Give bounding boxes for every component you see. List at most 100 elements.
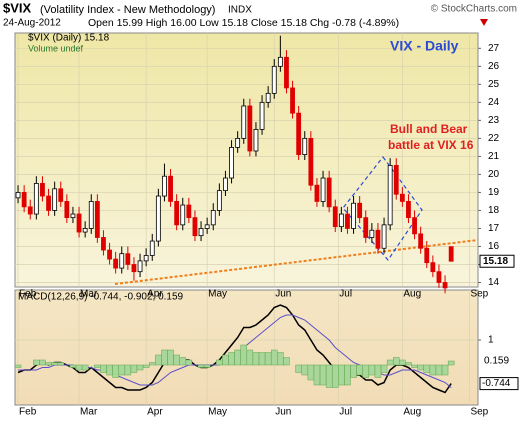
candle-body <box>76 213 82 233</box>
histogram-bar <box>45 362 52 366</box>
candle-body <box>216 190 222 211</box>
histogram-bar <box>252 352 260 366</box>
down-arrow <box>480 19 488 26</box>
x-tick-label: Apr <box>147 289 163 300</box>
histogram-bar <box>313 364 321 386</box>
diamond-pattern <box>342 156 423 261</box>
candle-body <box>101 237 106 251</box>
histogram-bar <box>228 352 235 366</box>
y-tick-label: 20 <box>488 169 500 180</box>
candle-body <box>88 201 94 229</box>
histogram-bar <box>264 352 272 366</box>
histogram-bar <box>155 354 162 366</box>
histogram-bar <box>277 352 284 366</box>
histogram-bar <box>399 359 406 366</box>
histogram-bar <box>405 362 412 366</box>
histogram-bar <box>14 364 22 368</box>
histogram-bar <box>283 357 290 366</box>
histogram-bar <box>69 364 77 368</box>
candle-body <box>277 56 283 67</box>
candle-body <box>52 188 58 211</box>
last-value-box <box>479 377 519 391</box>
x-tick-label: Apr <box>147 407 163 418</box>
histogram-bar <box>386 359 394 366</box>
annotation: VIX - Daily <box>390 38 459 54</box>
histogram-bar <box>338 364 345 386</box>
histogram-bar <box>441 364 449 376</box>
candle-body <box>192 217 198 237</box>
candle-body <box>15 192 21 199</box>
candle-body <box>430 262 436 273</box>
trend-line <box>114 239 479 285</box>
candle-body <box>235 137 241 148</box>
x-tick-label: Aug <box>403 407 421 418</box>
candle-body <box>210 210 216 226</box>
candle-body <box>229 146 234 179</box>
candle-body <box>162 175 167 197</box>
x-tick-label: Mar <box>80 289 98 300</box>
candle-body <box>345 213 350 229</box>
symbol: $VIX <box>3 0 32 15</box>
symbol-name: (Volatility Index - New Methodology) <box>40 4 215 16</box>
candle-body <box>369 229 375 238</box>
candle-body <box>436 271 442 283</box>
panel-title: MACD(12,26,9) -0.744, -0.902, 0.159 <box>18 292 184 303</box>
y-tick-label: 25 <box>488 79 500 90</box>
histogram-bar <box>435 364 443 376</box>
histogram-bar <box>271 349 278 366</box>
last-value-label: -0.744 <box>482 378 511 389</box>
histogram-bar <box>112 364 119 378</box>
x-tick-label: Jul <box>339 407 352 418</box>
histogram-bar <box>94 364 101 368</box>
histogram-bar <box>447 360 455 366</box>
histogram-bar <box>374 364 382 378</box>
candle-body <box>143 255 149 262</box>
candle-body <box>320 177 326 202</box>
y-tick-label: 17 <box>488 223 500 234</box>
histogram-bar <box>393 357 400 366</box>
y-tick-label: 26 <box>488 61 500 72</box>
histogram-bar <box>319 364 327 386</box>
histogram-bar <box>368 364 376 376</box>
candle-body <box>314 184 320 202</box>
histogram-bar <box>81 364 89 371</box>
candle-body <box>271 65 277 94</box>
candle-body <box>137 260 143 273</box>
histogram-bar <box>185 359 193 366</box>
last-price-box <box>479 254 515 268</box>
candle-body <box>198 228 204 237</box>
histogram-bar <box>142 364 150 368</box>
candle-body <box>180 204 186 226</box>
y-tick-label: 19 <box>488 187 500 198</box>
x-tick-label: Sep <box>470 407 488 418</box>
source: © StockCharts.com <box>431 4 517 15</box>
histogram-bar <box>203 364 211 368</box>
y-tick-label: 21 <box>488 151 500 162</box>
x-tick-label: Jun <box>275 407 291 418</box>
histogram-bar <box>136 364 144 371</box>
histogram-bar <box>106 364 113 376</box>
x-tick-label: Feb <box>19 407 37 418</box>
histogram-bar <box>240 344 248 366</box>
histogram-bar <box>325 364 333 388</box>
histogram-bar <box>179 357 187 366</box>
candle-body <box>131 264 137 273</box>
histogram-bar <box>39 359 46 366</box>
x-tick-label: Jul <box>339 289 352 300</box>
candle-body <box>125 253 131 265</box>
candle-body <box>326 177 332 208</box>
candle-body <box>332 206 338 228</box>
candle-body <box>94 201 100 238</box>
annotation: Bull and Bear <box>390 122 468 136</box>
candle-body <box>448 246 454 262</box>
histogram-bar <box>356 364 363 376</box>
x-tick-label: Mar <box>80 407 98 418</box>
candle-body <box>381 224 387 249</box>
quote: Open 15.99 High 16.00 Low 15.18 Close 15… <box>88 17 399 29</box>
candle-body <box>284 56 289 89</box>
y-tick-label: 14 <box>488 277 500 288</box>
candle-body <box>82 228 88 233</box>
candle-body <box>265 92 271 103</box>
histogram-bar <box>33 359 40 366</box>
candle-body <box>119 253 125 269</box>
